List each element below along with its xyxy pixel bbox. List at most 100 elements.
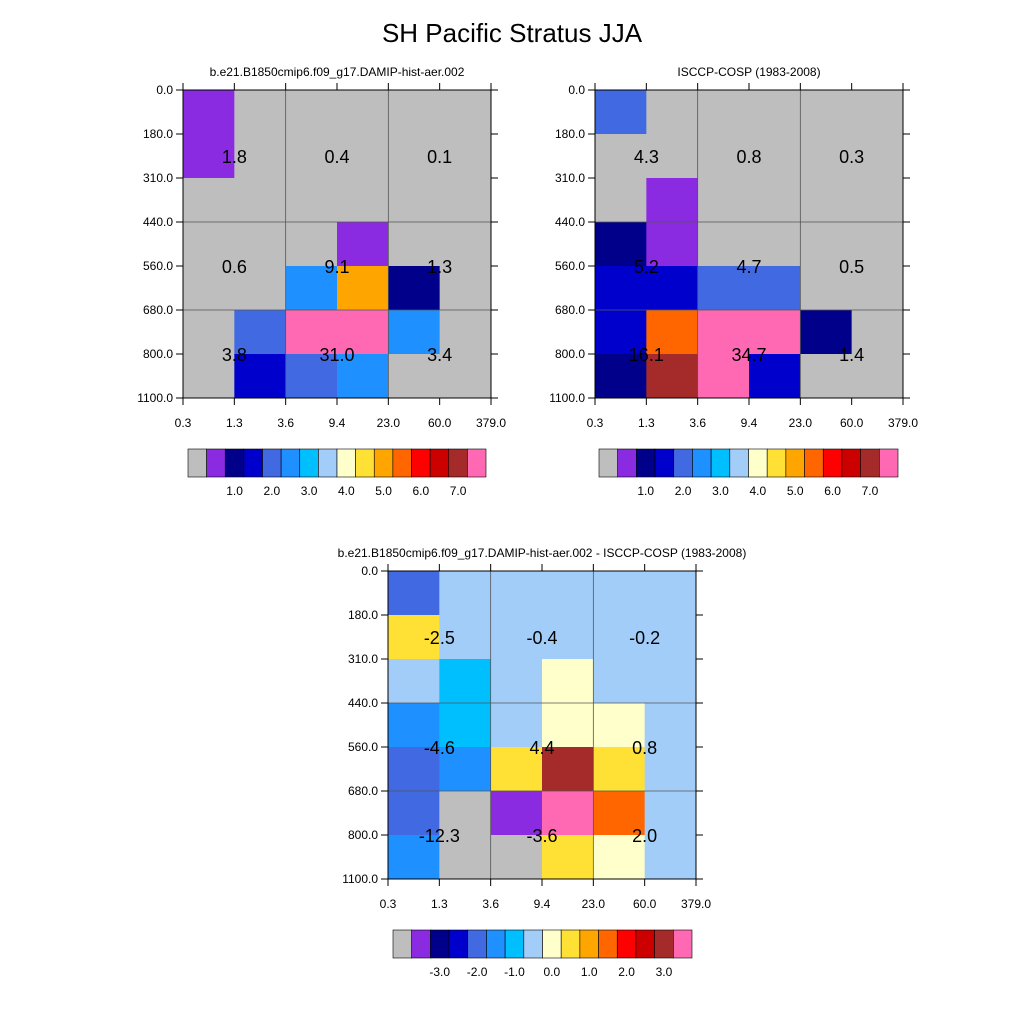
x-tick-label: 9.4 — [329, 416, 346, 430]
colorbar-swatch — [654, 929, 674, 959]
colorbar-label: 7.0 — [862, 484, 879, 498]
panel-1: b.e21.B1850cmip6.f09_g17.DAMIP-hist-aer.… — [137, 65, 506, 498]
cell-value-label: 0.8 — [736, 147, 761, 167]
colorbar-swatch — [299, 448, 319, 478]
cell-value-label: 0.5 — [839, 257, 864, 277]
colorbar-swatch — [430, 929, 450, 959]
heatmap-cell — [337, 178, 389, 223]
heatmap-cell — [851, 134, 904, 179]
y-tick-label: 180.0 — [348, 608, 378, 622]
y-tick-label: 560.0 — [555, 259, 585, 273]
cell-value-label: 1.4 — [839, 345, 864, 365]
colorbar-swatch — [579, 929, 599, 959]
colorbar-label: 2.0 — [263, 484, 280, 498]
y-tick-label: 800.0 — [555, 347, 585, 361]
colorbar-swatch — [598, 448, 618, 478]
heatmap-cell — [697, 310, 750, 355]
colorbar-swatch — [355, 448, 375, 478]
colorbar-label: 6.0 — [412, 484, 429, 498]
colorbar-label: 0.0 — [544, 965, 561, 979]
y-tick-label: 560.0 — [348, 740, 378, 754]
heatmap-cell — [697, 222, 750, 267]
x-tick-label: 379.0 — [681, 897, 711, 911]
heatmap-cell — [388, 134, 440, 179]
heatmap-cell — [542, 835, 594, 880]
colorbar-swatch — [748, 448, 768, 478]
colorbar-swatch — [206, 448, 226, 478]
heatmap-cell — [183, 90, 235, 135]
heatmap-cell — [542, 571, 594, 616]
heatmap-cell — [851, 266, 904, 311]
heatmap-cell — [439, 222, 492, 267]
heatmap-cell — [285, 178, 338, 223]
colorbar-swatch — [504, 929, 525, 959]
y-tick-label: 440.0 — [143, 215, 173, 229]
colorbar-label: 4.0 — [750, 484, 767, 498]
heatmap-cell — [644, 703, 697, 748]
heatmap-cell — [285, 134, 338, 179]
heatmap-cell — [388, 703, 440, 748]
heatmap-cell — [183, 354, 235, 399]
colorbar-swatch — [411, 448, 431, 478]
heatmap-cell — [490, 835, 543, 880]
panel-2: ISCCP-COSP (1983-2008) 4.3 0.8 0.3 5.2 4.7 0.5… — [549, 65, 918, 498]
colorbar-label: 3.0 — [656, 965, 673, 979]
heatmap-cell — [388, 835, 440, 880]
heatmap-cell — [234, 266, 286, 311]
heatmap-cell — [542, 791, 594, 836]
heatmap-cell — [388, 571, 440, 616]
colorbar-swatch — [879, 448, 899, 478]
y-tick-label: 310.0 — [555, 171, 585, 185]
heatmap-cell — [749, 354, 801, 399]
cell-value-label: -12.3 — [419, 826, 460, 846]
heatmap-cell — [285, 354, 338, 399]
cell-value-label: 1.3 — [427, 257, 452, 277]
heatmap-cell — [490, 571, 543, 616]
y-tick-label: 440.0 — [348, 696, 378, 710]
heatmap-cell — [595, 90, 647, 135]
heatmap-cell — [593, 615, 645, 660]
colorbar-label: 3.0 — [712, 484, 729, 498]
x-tick-label: 23.0 — [377, 416, 401, 430]
heatmap-cell — [439, 835, 491, 880]
colorbar-label: 6.0 — [824, 484, 841, 498]
heatmap-cell — [644, 615, 697, 660]
colorbar-swatch — [392, 448, 412, 478]
heatmap-cell — [439, 134, 492, 179]
heatmap-cell — [749, 90, 801, 135]
colorbar-swatch — [673, 448, 693, 478]
colorbar-swatch — [560, 929, 581, 959]
heatmap-cell — [490, 791, 543, 836]
colorbar-swatch — [373, 448, 394, 478]
y-tick-label: 1100.0 — [137, 391, 173, 405]
colorbar-swatch — [262, 448, 282, 478]
heatmap-cell — [439, 310, 492, 355]
cell-value-label: -3.6 — [526, 826, 557, 846]
y-tick-label: 560.0 — [143, 259, 173, 273]
heatmap-cell — [234, 178, 286, 223]
heatmap-cell — [490, 659, 543, 704]
heatmap-cell — [439, 266, 492, 311]
cell-value-label: 0.8 — [632, 738, 657, 758]
heatmap-cell — [646, 310, 698, 355]
panel-title: b.e21.B1850cmip6.f09_g17.DAMIP-hist-aer.… — [338, 546, 747, 560]
colorbar-swatch — [617, 448, 637, 478]
heatmap-cell — [183, 178, 235, 223]
heatmap-cell — [646, 266, 698, 311]
heatmap-cell — [595, 266, 647, 311]
heatmap-cell — [439, 178, 492, 223]
heatmap-cell — [439, 659, 491, 704]
colorbar-swatch — [804, 448, 824, 478]
cell-value-label: 0.4 — [324, 147, 349, 167]
heatmap-cell — [337, 90, 389, 135]
colorbar-label: 5.0 — [787, 484, 804, 498]
colorbar-swatch — [785, 448, 805, 478]
cell-value-label: 0.6 — [222, 257, 247, 277]
heatmap-cell — [439, 615, 491, 660]
x-tick-label: 0.3 — [380, 897, 397, 911]
page-title: SH Pacific Stratus JJA — [381, 18, 643, 48]
heatmap-cell — [439, 747, 491, 792]
heatmap-cell — [749, 222, 801, 267]
heatmap-cell — [593, 747, 645, 792]
colorbar-label: 1.0 — [226, 484, 243, 498]
